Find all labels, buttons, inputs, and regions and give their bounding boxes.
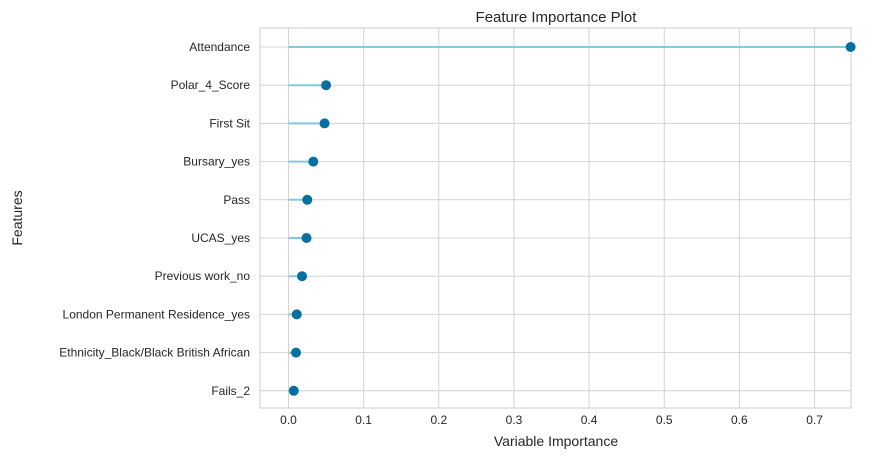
x-tick-label: 0.2 — [430, 413, 447, 427]
importance-point — [297, 271, 308, 282]
importance-point — [321, 80, 332, 91]
feature-label: Bursary_yes — [183, 155, 250, 169]
y-axis-label: Features — [9, 190, 25, 245]
importance-point — [302, 194, 313, 205]
x-tick-label: 0.3 — [506, 413, 523, 427]
x-tick-label: 0.0 — [280, 413, 297, 427]
importance-point — [845, 42, 856, 52]
feature-label: Pass — [223, 193, 250, 207]
feature-label: Ethnicity_Black/Black British African — [59, 346, 250, 360]
feature-label: Polar_4_Score — [171, 78, 251, 92]
importance-point — [301, 233, 312, 243]
markers — [288, 42, 856, 396]
y-tick-labels: Attendance Polar_4_Score First Sit Bursary_… — [59, 40, 250, 398]
feature-label: UCAS_yes — [191, 231, 250, 245]
plot-area — [259, 27, 852, 409]
importance-point — [319, 118, 330, 129]
feature-label: Attendance — [189, 40, 250, 54]
importance-point — [308, 156, 319, 167]
x-tick-label: 0.4 — [581, 413, 598, 427]
feature-label: Previous work_no — [155, 269, 251, 283]
importance-point — [288, 385, 299, 396]
x-axis-label: Variable Importance — [494, 433, 618, 449]
x-tick-label: 0.1 — [355, 413, 372, 427]
x-tick-label: 0.7 — [806, 413, 823, 427]
feature-label: London Permanent Residence_yes — [63, 307, 250, 321]
x-tick-labels: 0.0 0.1 0.2 0.3 0.4 0.5 0.6 0.7 — [280, 413, 823, 427]
importance-point — [291, 309, 302, 320]
chart-title: Feature Importance Plot — [476, 9, 638, 26]
importance-point — [291, 347, 302, 358]
feature-label: First Sit — [209, 116, 250, 130]
x-tick-label: 0.5 — [656, 413, 673, 427]
feature-label: Fails_2 — [211, 384, 250, 398]
x-tick-label: 0.6 — [731, 413, 748, 427]
